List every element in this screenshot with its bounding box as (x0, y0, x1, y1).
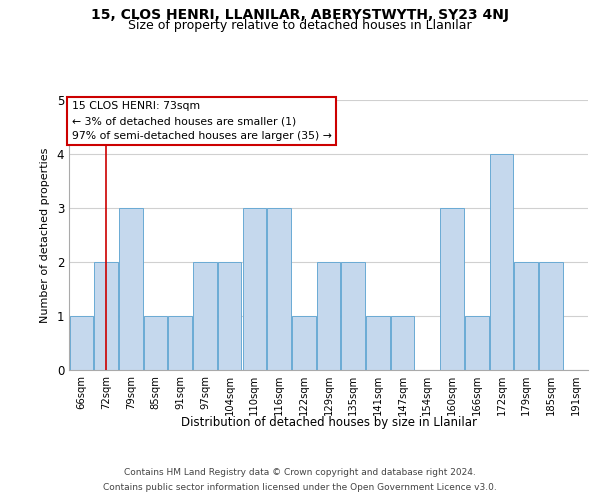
Bar (193, 262, 217, 370)
Bar (341, 262, 365, 370)
Bar (268, 208, 291, 370)
Text: Distribution of detached houses by size in Llanilar: Distribution of detached houses by size … (181, 416, 477, 429)
Text: 15 CLOS HENRI: 73sqm
← 3% of detached houses are smaller (1)
97% of semi-detache: 15 CLOS HENRI: 73sqm ← 3% of detached ho… (71, 102, 331, 141)
Bar (169, 316, 192, 370)
Bar (391, 316, 415, 370)
Bar (292, 316, 316, 370)
Bar (94, 262, 118, 370)
Bar (366, 316, 389, 370)
Bar (70, 316, 93, 370)
Bar (440, 208, 464, 370)
Bar (119, 208, 143, 370)
Text: Size of property relative to detached houses in Llanilar: Size of property relative to detached ho… (128, 19, 472, 32)
Bar (539, 262, 563, 370)
Bar (317, 262, 340, 370)
Text: Contains public sector information licensed under the Open Government Licence v3: Contains public sector information licen… (103, 483, 497, 492)
Text: Contains HM Land Registry data © Crown copyright and database right 2024.: Contains HM Land Registry data © Crown c… (124, 468, 476, 477)
Bar (218, 262, 241, 370)
Bar (465, 316, 488, 370)
Bar (242, 208, 266, 370)
Bar (144, 316, 167, 370)
Text: 15, CLOS HENRI, LLANILAR, ABERYSTWYTH, SY23 4NJ: 15, CLOS HENRI, LLANILAR, ABERYSTWYTH, S… (91, 8, 509, 22)
Bar (514, 262, 538, 370)
Bar (490, 154, 513, 370)
Y-axis label: Number of detached properties: Number of detached properties (40, 148, 50, 322)
